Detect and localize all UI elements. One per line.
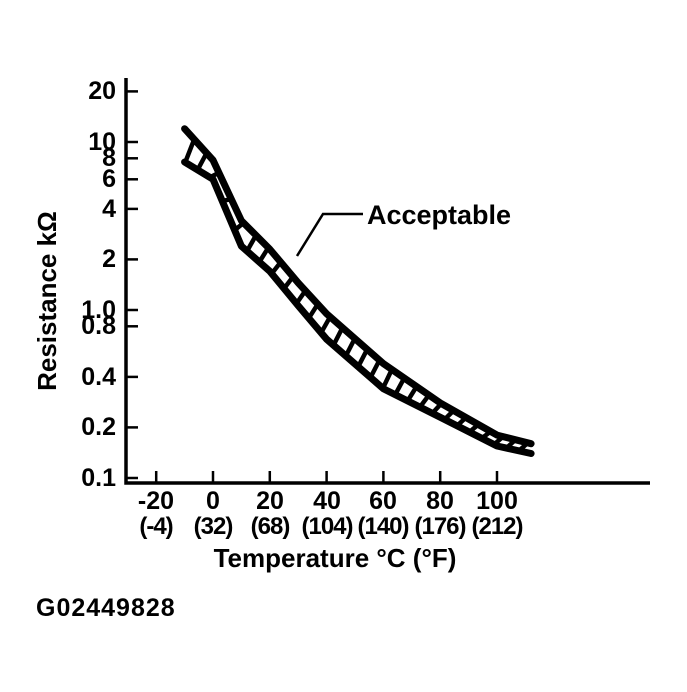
x-tick-label-fahrenheit: (140) [357, 513, 409, 540]
y-tick-label: 0.8 [81, 312, 116, 340]
x-tick-label-celsius: 20 [256, 487, 284, 515]
band-hatch-line [183, 138, 197, 164]
y-tick-label: 6 [102, 165, 116, 193]
y-tick-label: 2 [102, 245, 116, 273]
acceptable-annotation-label: Acceptable [367, 200, 512, 230]
y-tick-label: 20 [88, 77, 116, 105]
x-tick-label-fahrenheit: (68) [250, 513, 291, 540]
x-tick-label-celsius: 80 [426, 487, 454, 515]
x-tick-label-celsius: -20 [137, 487, 175, 515]
x-tick-label-celsius: 0 [206, 487, 220, 515]
y-tick-label: 0.1 [81, 464, 116, 492]
x-tick-label-fahrenheit: (212) [471, 513, 523, 540]
y-tick-label: 4 [102, 195, 116, 223]
x-tick-label-celsius: 40 [313, 487, 341, 515]
y-tick-label: 10 [88, 128, 116, 156]
upper-limit-curve [181, 125, 535, 448]
y-tick-label: 0.2 [81, 413, 116, 441]
lower-limit-curve [181, 158, 535, 457]
axis-lines [124, 78, 650, 485]
x-tick-label-fahrenheit: (-4) [139, 513, 173, 540]
figure-code: G02449828 [36, 594, 176, 622]
annotation-leader-line [295, 212, 363, 257]
y-tick-label: 0.4 [81, 363, 116, 391]
x-tick-label-celsius: 60 [369, 487, 397, 515]
x-tick-label-fahrenheit: (176) [414, 513, 466, 540]
y-tick-label: 1.0 [81, 296, 116, 324]
x-tick-label-fahrenheit: (32) [193, 513, 234, 540]
y-tick-label: 8 [102, 144, 116, 172]
x-tick-label-fahrenheit: (104) [301, 513, 353, 540]
x-tick-label-celsius: 100 [476, 487, 518, 515]
x-axis-title: Temperature °C (°F) [213, 543, 457, 573]
